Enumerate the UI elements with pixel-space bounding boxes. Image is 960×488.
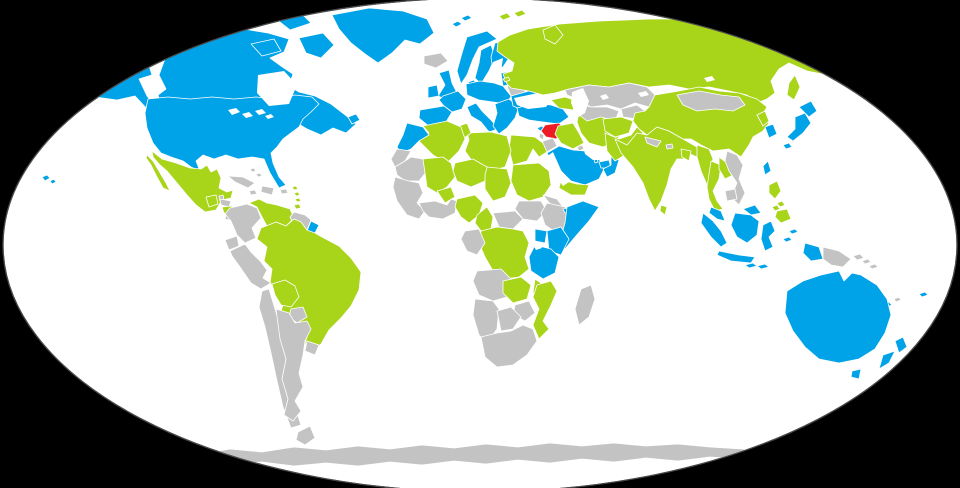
country-australia [784, 270, 892, 364]
country-colombia [224, 203, 262, 244]
country-lesser-antilles [291, 185, 302, 203]
country-hawaii [41, 174, 57, 185]
country-malaysia [708, 204, 762, 222]
country-uruguay [304, 340, 320, 356]
country-dr-congo [478, 226, 530, 280]
country-chad [484, 166, 512, 202]
country-south-sudan [514, 200, 548, 222]
country-jamaica [248, 189, 258, 196]
country-sri-lanka [659, 204, 668, 216]
country-lebanon [538, 132, 545, 141]
lake-balkhash [638, 91, 649, 97]
lakes-layer [228, 58, 715, 250]
country-guatemala [205, 194, 219, 208]
country-afghanistan [602, 116, 634, 138]
country-bhutan [665, 143, 674, 150]
country-greenland [331, 7, 435, 64]
country-nigeria [454, 194, 484, 224]
lake-victoria [533, 243, 542, 250]
country-north-korea [756, 110, 770, 127]
baltic-sea [489, 58, 503, 82]
country-burkina-faso [436, 186, 456, 204]
country-niger [452, 158, 488, 188]
country-tanzania [528, 244, 560, 280]
persian-gulf [583, 146, 601, 160]
great-lakes [228, 108, 274, 119]
country-bahamas [249, 167, 263, 178]
country-thailand [706, 160, 724, 212]
hudson-bay [257, 71, 297, 106]
country-philippines [768, 180, 792, 224]
country-egypt [508, 134, 548, 166]
country-vanuatu [893, 296, 902, 303]
country-svalbard [451, 14, 473, 28]
country-cambodia [724, 188, 738, 202]
country-fiji [918, 291, 929, 298]
country-cuba [227, 175, 256, 189]
country-vietnam [724, 150, 746, 206]
country-morocco [396, 122, 430, 154]
country-south-korea [764, 123, 778, 139]
country-mali [422, 156, 456, 194]
black-sea [514, 93, 552, 109]
country-yemen [558, 179, 590, 196]
country-bangladesh [680, 148, 692, 162]
country-sweden [474, 44, 496, 85]
lake-baikal [704, 76, 715, 82]
country-japan [782, 100, 818, 150]
countries-layer [25, 7, 957, 467]
country-nepal [644, 136, 662, 148]
country-peru [229, 243, 272, 290]
country-papua-new-guinea [822, 246, 865, 268]
country-indonesia [700, 212, 824, 270]
country-iceland [423, 52, 449, 69]
country-norway [456, 30, 498, 85]
country-hispaniola [260, 185, 275, 196]
country-bolivia [271, 279, 300, 308]
country-aleutians [25, 103, 52, 114]
caspian-sea [571, 88, 589, 118]
country-uganda [534, 228, 548, 244]
country-congo-gabon [460, 228, 486, 256]
red-sea [545, 152, 569, 186]
country-mongolia [676, 90, 746, 112]
country-ecuador [224, 235, 240, 251]
country-zambia [502, 276, 532, 304]
country-sudan [510, 162, 552, 202]
country-taiwan [762, 160, 772, 176]
country-ireland [427, 84, 440, 99]
country-central-african-republic [492, 210, 524, 230]
country-france [438, 90, 467, 113]
country-somalia [560, 200, 600, 250]
country-solomon-islands [861, 258, 879, 270]
country-south-africa [480, 324, 538, 368]
aral-sea [600, 94, 609, 100]
country-trinidad [293, 203, 302, 210]
country-angola [472, 268, 512, 302]
country-kenya [546, 226, 570, 256]
country-botswana [496, 306, 522, 332]
country-argentina [275, 308, 312, 422]
country-new-zealand [878, 336, 908, 370]
country-madagascar [574, 284, 596, 326]
country-puerto-rico [279, 188, 289, 195]
country-mozambique [532, 280, 558, 340]
country-tasmania [850, 368, 862, 380]
